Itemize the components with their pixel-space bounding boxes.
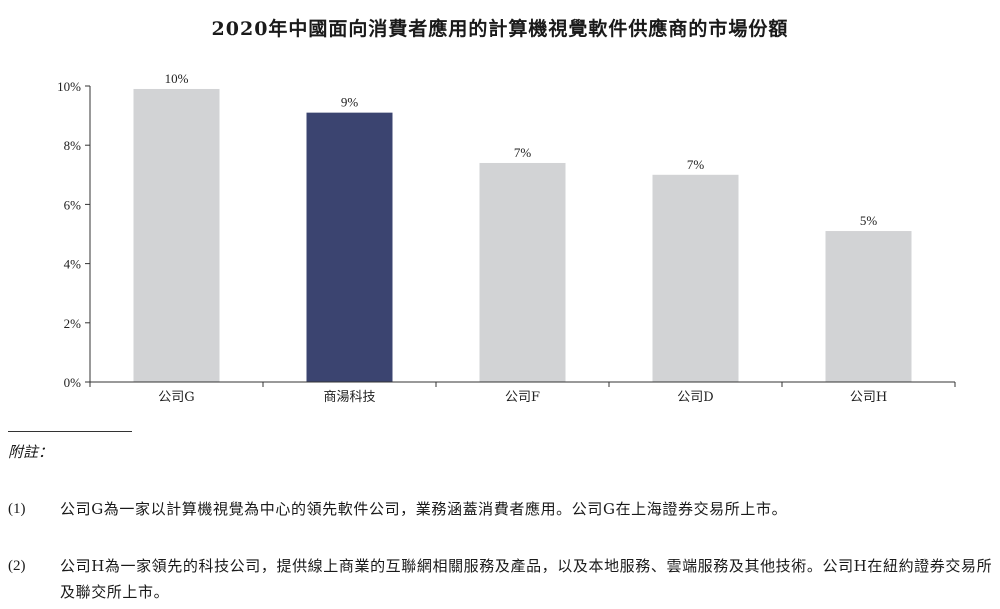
y-tick-label: 4% bbox=[64, 257, 82, 272]
data-label: 9% bbox=[341, 95, 359, 110]
y-axis: 0% 2% 4% 6% 8% 10% bbox=[57, 79, 91, 390]
y-tick-label: 2% bbox=[64, 316, 82, 331]
bar bbox=[479, 162, 566, 382]
data-label: 5% bbox=[860, 213, 878, 228]
y-tick-label: 6% bbox=[64, 197, 82, 212]
data-label: 7% bbox=[687, 157, 705, 172]
chart-title: 2020年中國面向消費者應用的計算機視覺軟件供應商的市場份額 bbox=[211, 18, 789, 40]
note-number: (2) bbox=[8, 558, 26, 574]
notes-heading: 附註： bbox=[8, 443, 54, 461]
bar bbox=[133, 88, 220, 383]
data-label: 7% bbox=[514, 145, 532, 160]
notes-divider bbox=[8, 431, 132, 432]
x-tick-label: 公司F bbox=[505, 390, 540, 405]
x-tick-label: 公司G bbox=[158, 390, 194, 405]
bar bbox=[652, 174, 739, 382]
y-tick-label: 10% bbox=[57, 79, 81, 94]
bars bbox=[133, 88, 912, 383]
bar bbox=[825, 231, 912, 382]
note-text: 公司G為一家以計算機視覺為中心的領先軟件公司，業務涵蓋消費者應用。公司G在上海證… bbox=[60, 500, 788, 518]
x-tick-label: 公司H bbox=[850, 390, 887, 405]
bar-chart: 0%2%4%6%8%10% 10%9%7%7%5% 公司G 商湯科技 公司F 公司D 公… bbox=[57, 71, 956, 405]
x-tick-label: 公司D bbox=[677, 390, 713, 405]
data-label: 10% bbox=[165, 71, 189, 86]
y-tick-label: 0% bbox=[64, 375, 82, 390]
x-tick-label: 商湯科技 bbox=[323, 390, 375, 405]
y-tick-label: 8% bbox=[64, 138, 82, 153]
note-text: 公司H為一家領先的科技公司，提供線上商業的互聯網相關服務及產品，以及本地服務、雲… bbox=[60, 557, 993, 601]
x-axis: 公司G 商湯科技 公司F 公司D 公司H bbox=[89, 381, 956, 405]
bar bbox=[306, 112, 393, 382]
data-labels: 10% 9% 7% 7% 5% bbox=[165, 71, 878, 228]
note-number: (1) bbox=[8, 501, 26, 517]
